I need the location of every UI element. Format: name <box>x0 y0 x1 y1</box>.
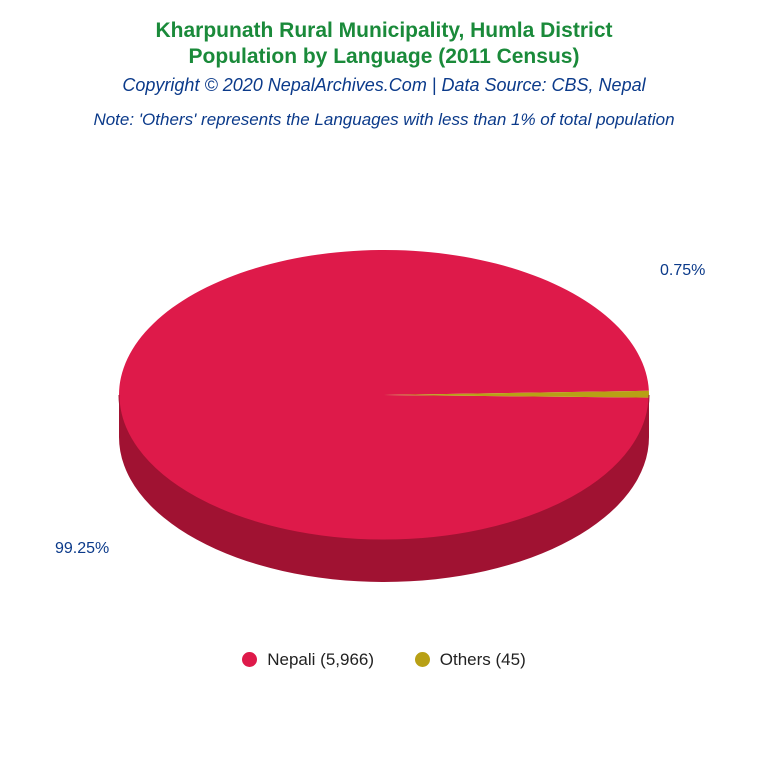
note: Note: 'Others' represents the Languages … <box>0 110 768 130</box>
slice-label-nepali: 99.25% <box>55 540 109 558</box>
legend-item-nepali: Nepali (5,966) <box>242 650 374 670</box>
legend-label-others: Others (45) <box>440 650 526 670</box>
title-line-2: Population by Language (2011 Census) <box>0 44 768 70</box>
legend-swatch-others <box>415 652 430 667</box>
legend-item-others: Others (45) <box>415 650 526 670</box>
subtitle: Copyright © 2020 NepalArchives.Com | Dat… <box>0 75 768 96</box>
title-line-1: Kharpunath Rural Municipality, Humla Dis… <box>0 18 768 44</box>
legend: Nepali (5,966) Others (45) <box>0 650 768 673</box>
legend-label-nepali: Nepali (5,966) <box>267 650 374 670</box>
pie-svg <box>0 160 768 640</box>
pie-chart: 99.25% 0.75% <box>0 160 768 640</box>
chart-header: Kharpunath Rural Municipality, Humla Dis… <box>0 0 768 130</box>
legend-swatch-nepali <box>242 652 257 667</box>
slice-label-others: 0.75% <box>660 262 705 280</box>
